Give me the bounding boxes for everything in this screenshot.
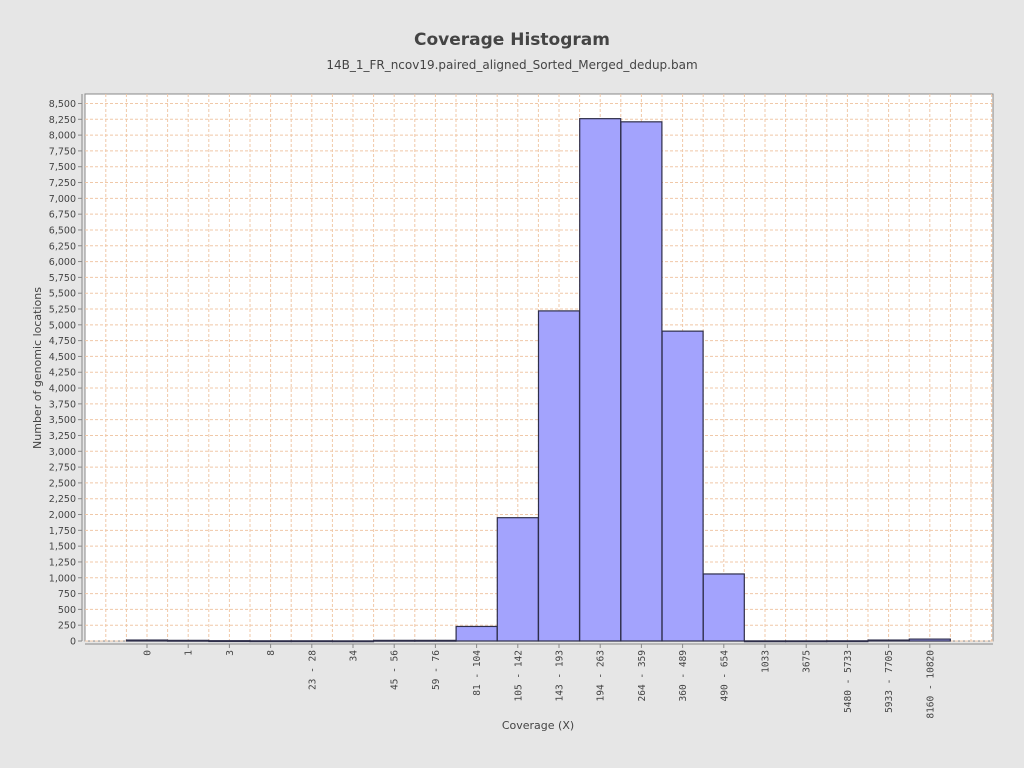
chart-title: Coverage Histogram bbox=[414, 30, 610, 50]
chart-subtitle: 14B_1_FR_ncov19.paired_aligned_Sorted_Me… bbox=[326, 58, 698, 72]
bar-5480-5733 bbox=[826, 640, 869, 643]
bar-143-193 bbox=[537, 310, 581, 642]
bar-34 bbox=[331, 640, 375, 643]
x-tick-label: 1 bbox=[184, 650, 195, 656]
y-tick-label: 2,250 bbox=[49, 494, 76, 505]
y-tick-label: 3,250 bbox=[49, 431, 76, 442]
bar-0 bbox=[125, 639, 169, 642]
y-tick-label: 250 bbox=[58, 621, 76, 632]
bar-490-654 bbox=[702, 573, 745, 642]
x-tick-label: 0 bbox=[143, 650, 154, 656]
y-tick-label: 3,000 bbox=[49, 447, 76, 458]
x-tick-label: 34 bbox=[349, 650, 360, 662]
bar-59-76 bbox=[414, 639, 457, 642]
bar-3675 bbox=[785, 640, 828, 643]
x-tick-label: 5480 - 5733 bbox=[843, 650, 854, 713]
x-tick-label: 1033 bbox=[761, 650, 772, 673]
y-tick-label: 1,250 bbox=[49, 557, 76, 568]
bar-45-56 bbox=[373, 639, 416, 642]
y-tick-label: 5,750 bbox=[49, 273, 76, 284]
x-tick-label: 23 - 28 bbox=[307, 650, 318, 690]
bar-5933-7705 bbox=[867, 639, 910, 642]
y-tick-label: 1,750 bbox=[49, 526, 76, 537]
y-tick-label: 7,750 bbox=[49, 146, 76, 157]
x-tick-label: 8160 - 10820 bbox=[925, 650, 936, 719]
y-tick-label: 4,000 bbox=[49, 384, 76, 395]
x-tick-label: 105 - 142 bbox=[513, 650, 524, 701]
x-ticks: 0 1 3 8 23 - 28 34 45 - 56 59 - 76 81 - 104 105 -… bbox=[143, 644, 936, 719]
bars bbox=[125, 118, 951, 643]
y-tick-label: 7,500 bbox=[49, 162, 76, 173]
x-tick-label: 59 - 76 bbox=[431, 650, 442, 690]
axes bbox=[81, 94, 993, 645]
bar-105-142 bbox=[496, 517, 539, 642]
x-tick-label: 8 bbox=[266, 650, 277, 656]
y-tick-label: 2,750 bbox=[49, 463, 76, 474]
y-tick-label: 6,250 bbox=[49, 241, 76, 252]
y-tick-label: 4,500 bbox=[49, 352, 76, 363]
y-tick-label: 7,000 bbox=[49, 194, 76, 205]
x-tick-label: 5933 - 7705 bbox=[884, 650, 895, 713]
x-tick-label: 3 bbox=[225, 650, 236, 656]
y-tick-label: 0 bbox=[70, 637, 76, 648]
bar-264-359 bbox=[620, 121, 663, 642]
x-tick-label: 490 - 654 bbox=[719, 650, 730, 702]
y-tick-label: 5,500 bbox=[49, 289, 76, 300]
x-tick-label: 194 - 263 bbox=[596, 650, 607, 701]
x-axis-label: Coverage (X) bbox=[502, 719, 574, 732]
y-tick-label: 4,750 bbox=[49, 336, 76, 347]
x-tick-label: 81 - 104 bbox=[472, 650, 483, 696]
y-tick-label: 4,250 bbox=[49, 368, 76, 379]
bar-194-263 bbox=[579, 118, 622, 642]
bar-1033 bbox=[743, 640, 787, 643]
y-tick-label: 6,000 bbox=[49, 257, 76, 268]
bar-23-28 bbox=[290, 640, 333, 643]
bar-81-104 bbox=[455, 625, 498, 642]
x-tick-label: 360 - 489 bbox=[678, 650, 689, 702]
bar-360-489 bbox=[661, 330, 704, 642]
bar-3 bbox=[208, 640, 251, 643]
bar-1 bbox=[167, 639, 210, 642]
y-axis-label: Number of genomic locations bbox=[31, 287, 44, 449]
y-tick-label: 8,250 bbox=[49, 115, 76, 126]
bar-8 bbox=[249, 640, 292, 643]
bar-8160-10820 bbox=[908, 638, 951, 642]
x-tick-label: 264 - 359 bbox=[637, 650, 648, 702]
grid-lines bbox=[85, 94, 993, 642]
x-tick-label: 3675 bbox=[802, 650, 813, 673]
y-tick-label: 5,000 bbox=[49, 320, 76, 331]
y-tick-label: 500 bbox=[58, 605, 76, 616]
y-tick-label: 3,500 bbox=[49, 415, 76, 426]
y-tick-label: 2,000 bbox=[49, 510, 76, 521]
y-tick-label: 5,250 bbox=[49, 305, 76, 316]
y-tick-label: 8,500 bbox=[49, 99, 76, 110]
y-tick-label: 8,000 bbox=[49, 131, 76, 142]
y-tick-label: 2,500 bbox=[49, 478, 76, 489]
y-tick-label: 6,500 bbox=[49, 225, 76, 236]
y-tick-label: 1,500 bbox=[49, 542, 76, 553]
x-tick-label: 45 - 56 bbox=[390, 650, 401, 690]
y-tick-label: 1,000 bbox=[49, 573, 76, 584]
y-tick-label: 3,750 bbox=[49, 399, 76, 410]
y-tick-label: 7,250 bbox=[49, 178, 76, 189]
y-tick-label: 6,750 bbox=[49, 210, 76, 221]
x-tick-label: 143 - 193 bbox=[555, 650, 566, 701]
y-tick-label: 750 bbox=[58, 589, 76, 600]
y-ticks: 0 250 500 750 1,000 1,250 1,500 1,750 2,000 2,250… bbox=[49, 99, 82, 648]
